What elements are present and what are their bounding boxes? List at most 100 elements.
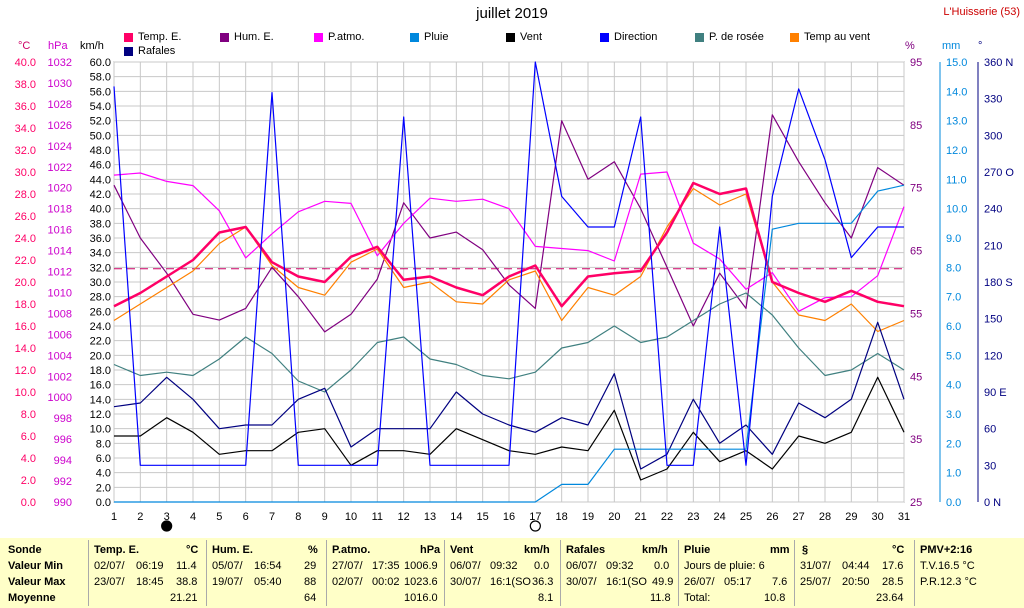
stats-hum-mean: 64	[304, 592, 317, 604]
speed-axis-tick-label: 18.0	[90, 365, 111, 377]
x-tick-label: 16	[503, 511, 515, 523]
stats-gust-unit: km/h	[642, 544, 668, 556]
stats-extra-title: §	[802, 544, 809, 556]
stats-hum: Hum. E.% 05/07/16:54 29 19/07/05:40 88 64	[208, 538, 324, 608]
temp-axis-tick-label: 40.0	[15, 57, 36, 69]
temp-axis-tick-label: 30.0	[15, 167, 36, 179]
temp-axis-tick-label: 12.0	[15, 365, 36, 377]
press-axis-tick-label: 1014	[48, 246, 72, 258]
press-axis-tick-label: 1030	[48, 78, 72, 90]
x-tick-label: 31	[898, 511, 910, 523]
stats-extra-max-time: 20:50	[842, 576, 870, 588]
location-label: L'Huisserie (53)	[943, 6, 1020, 18]
rain-axis-tick-label: 1.0	[946, 468, 961, 480]
stats-press-title: P.atmo.	[332, 544, 371, 556]
speed-axis-tick-label: 8.0	[96, 438, 111, 450]
legend-label: Vent	[520, 31, 543, 43]
legend-item: Pluie	[410, 31, 448, 43]
speed-axis-tick-label: 46.0	[90, 160, 111, 172]
temp-unit-label: °C	[18, 40, 31, 52]
wind-series-line	[114, 376, 905, 481]
stats-press-unit: hPa	[420, 544, 441, 556]
stats-wind-mean: 8.1	[538, 592, 554, 604]
stats-gust-max-time: 16:1(SO	[606, 576, 647, 588]
stats-extra-min-val: 17.6	[882, 560, 904, 572]
x-tick-label: 6	[243, 511, 249, 523]
legend-label: Hum. E.	[234, 31, 274, 43]
hum-axis-tick-label: 35	[910, 434, 922, 446]
x-tick-label: 28	[819, 511, 831, 523]
legend-label: Temp au vent	[804, 31, 871, 43]
dir-unit-label: °	[978, 40, 983, 52]
rain-axis-tick-label: 4.0	[946, 380, 961, 392]
rain-axis-tick-label: 12.0	[946, 145, 967, 157]
stats-pmv-tv: T.V.16.5 °C	[920, 560, 975, 572]
speed-axis-tick-label: 40.0	[90, 204, 111, 216]
stats-temp-max-val: 38.8	[176, 576, 198, 588]
speed-axis-tick-label: 38.0	[90, 218, 111, 230]
temp-axis-tick-label: 36.0	[15, 101, 36, 113]
stats-rain-total: 10.8	[764, 592, 786, 604]
hum-axis-tick-label: 45	[910, 371, 922, 383]
temp-series-line	[113, 181, 905, 308]
press-axis-tick-label: 992	[54, 476, 72, 488]
dir-axis-tick-label: 0 N	[984, 497, 1001, 509]
stats-press-min-time: 17:35	[372, 560, 400, 572]
rain-axis-tick-label: 7.0	[946, 292, 961, 304]
hum-axis-tick-label: 95	[910, 57, 922, 69]
legend-swatch	[124, 32, 133, 42]
temp-axis-tick-label: 10.0	[15, 387, 36, 399]
row-label-max: Valeur Max	[8, 576, 66, 588]
temp-axis-tick-label: 14.0	[15, 343, 36, 355]
speed-axis-tick-label: 6.0	[96, 453, 111, 465]
x-tick-label: 25	[740, 511, 752, 523]
press-axis-tick-label: 1028	[48, 99, 72, 111]
x-tick-label: 19	[582, 511, 594, 523]
temp-axis-tick-label: 18.0	[15, 299, 36, 311]
temp-axis-tick-label: 4.0	[21, 453, 36, 465]
speed-axis-tick-label: 0.0	[96, 497, 111, 509]
x-tick-label: 21	[635, 511, 647, 523]
stats-rain-max-time: 05:17	[724, 576, 752, 588]
stats-press: P.atmo. hPa 27/07/17:35 1006.9 02/07/00:02…	[328, 538, 444, 608]
stats-hum-max-val: 88	[304, 576, 317, 588]
stats-wind-max-date: 30/07/	[450, 576, 481, 588]
rain-axis-tick-label: 13.0	[946, 116, 967, 128]
stats-hum-unit: %	[308, 544, 318, 556]
rain-series-line	[114, 184, 905, 503]
stats-extra-min-date: 31/07/	[800, 560, 831, 572]
dir-axis-tick-label: 210	[984, 240, 1002, 252]
x-tick-label: 17	[529, 511, 541, 523]
x-tick-label: 4	[190, 511, 196, 523]
stats-pmv-title: PMV+2:16	[920, 544, 973, 556]
speed-axis-tick-label: 4.0	[96, 468, 111, 480]
stats-panel: Sonde Valeur Min Valeur Max Moyenne Temp…	[0, 538, 1024, 608]
legend-label: Pluie	[424, 31, 449, 43]
grid	[113, 61, 905, 503]
stats-hum-max-time: 05:40	[254, 576, 282, 588]
x-tick-label: 13	[424, 511, 436, 523]
legend-swatch	[220, 32, 229, 42]
dir-axis-tick-label: 90 E	[984, 387, 1007, 399]
speed-axis-tick-label: 28.0	[90, 292, 111, 304]
stats-temp-min-date: 02/07/	[94, 560, 125, 572]
row-label-mean: Moyenne	[8, 592, 56, 604]
stats-hum-min-val: 29	[304, 560, 317, 572]
speed-axis-tick-label: 36.0	[90, 233, 111, 245]
stats-rain-total-label: Total:	[684, 592, 711, 604]
x-tick-label: 26	[766, 511, 778, 523]
x-tick-label: 1	[111, 511, 117, 523]
x-tick-label: 15	[477, 511, 489, 523]
dir-axis-tick-label: 30	[984, 460, 996, 472]
stats-press-max-time: 00:02	[372, 576, 400, 588]
x-tick-label: 3	[164, 511, 170, 523]
legend-swatch	[314, 32, 323, 42]
speed-axis-tick-label: 48.0	[90, 145, 111, 157]
dir-axis-tick-label: 180 S	[984, 277, 1013, 289]
dir-axis-tick-label: 300	[984, 130, 1002, 142]
stats-wind-min-date: 06/07/	[450, 560, 481, 572]
speed-axis-tick-label: 50.0	[90, 130, 111, 142]
stats-temp-title: Temp. E.	[94, 544, 140, 556]
x-tick-label: 12	[398, 511, 410, 523]
stats-hum-max-date: 19/07/	[212, 576, 243, 588]
